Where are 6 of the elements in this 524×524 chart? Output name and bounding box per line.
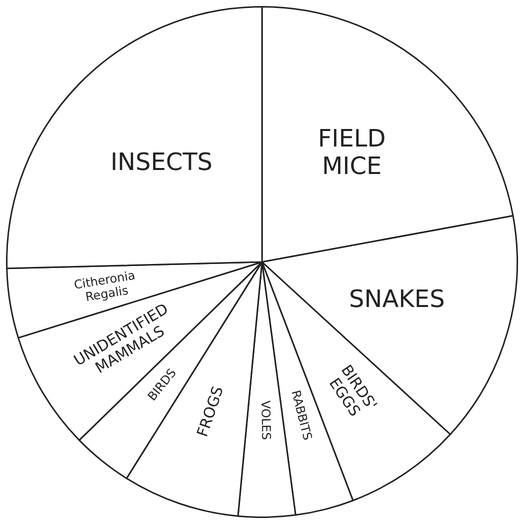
slice-label: Citheronia Regalis xyxy=(73,268,136,304)
slice-label: RABBITS xyxy=(288,388,315,442)
slice-label: VOLES xyxy=(258,400,274,440)
slice-label: FIELD MICE xyxy=(318,124,386,180)
slice-label: SNAKES xyxy=(349,284,445,313)
slice-label: INSECTS xyxy=(110,148,213,176)
